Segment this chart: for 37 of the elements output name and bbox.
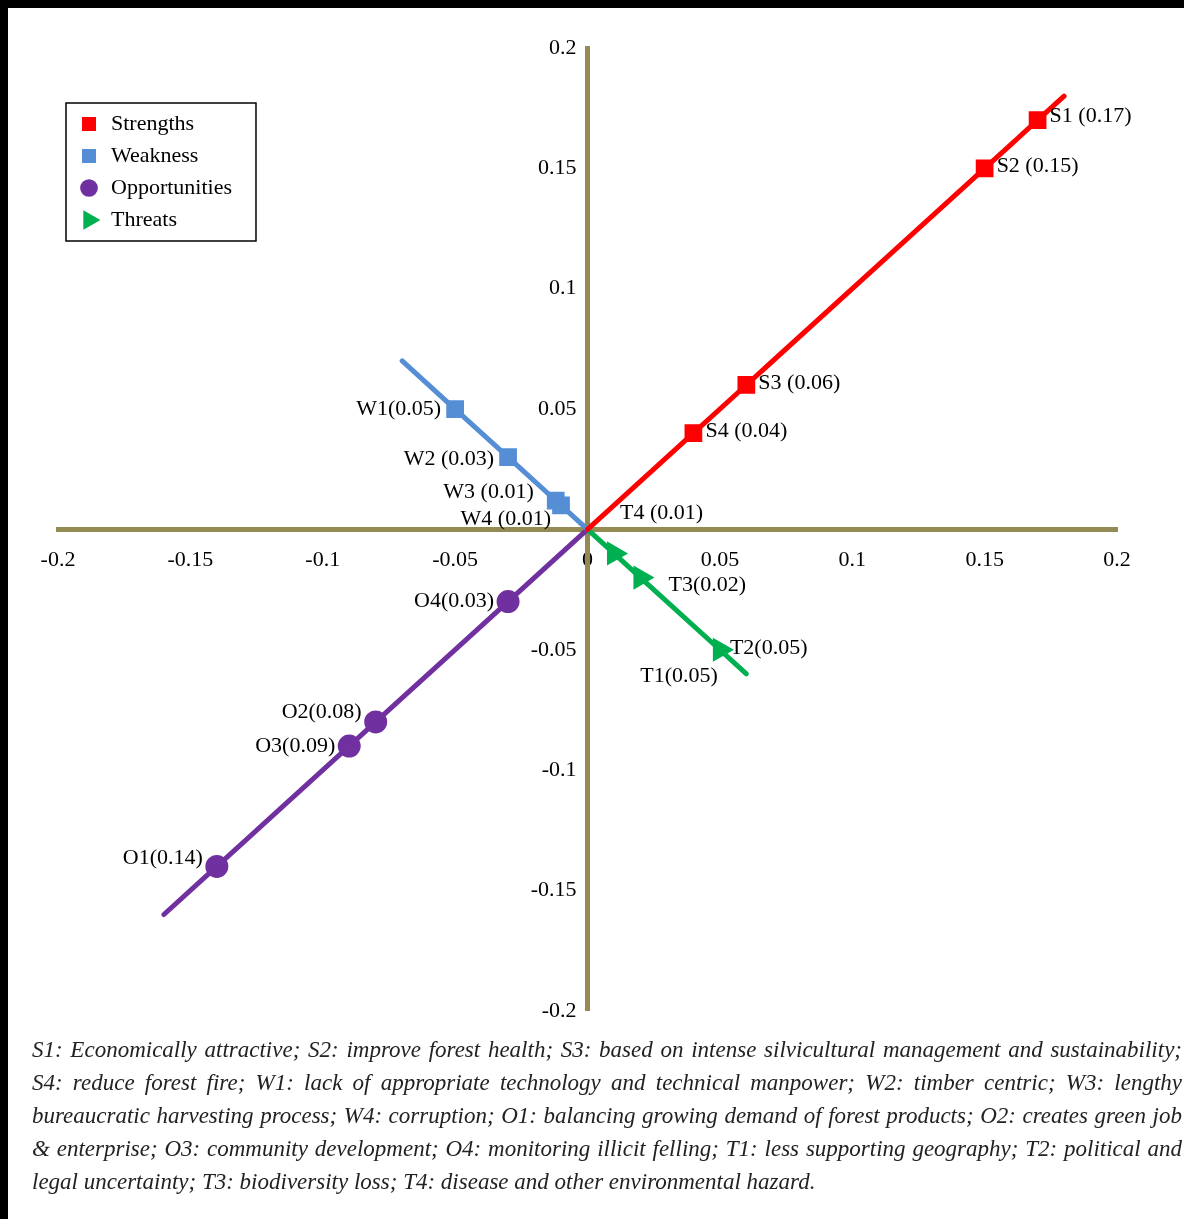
y-tick-label: -0.15 [530, 876, 588, 902]
x-tick-label: -0.05 [432, 546, 479, 572]
x-tick-label: 0.2 [1103, 546, 1131, 572]
y-tick-label: -0.2 [541, 996, 588, 1022]
annotation: O2(0.08) [281, 697, 362, 723]
y-tick-label: 0.05 [538, 394, 588, 420]
y-tick-label: -0.05 [530, 635, 588, 661]
annotation: S1 (0.17) [1049, 101, 1132, 127]
annotation: T3(0.02) [668, 571, 747, 597]
y-tick-label: 0.1 [549, 274, 588, 300]
x-tick-label: 0.1 [838, 546, 866, 572]
annotation: T4 (0.01) [619, 499, 704, 525]
legend-label: Opportunities [111, 173, 232, 199]
annotation: S2 (0.15) [996, 152, 1079, 178]
annotation: W3 (0.01) [443, 478, 534, 504]
annotation: O3(0.09) [255, 731, 336, 757]
x-tick-label: 0.15 [965, 546, 1004, 572]
legend-label: Threats [111, 205, 177, 231]
annotation: S4 (0.04) [705, 416, 788, 442]
legend-label: Weakness [111, 141, 199, 167]
annotation: W4 (0.01) [460, 505, 552, 531]
y-tick-label: 0.2 [549, 33, 588, 59]
y-tick-label: -0.1 [541, 755, 588, 781]
annotation: T1(0.05) [640, 661, 718, 687]
text: S1: Economically attractive; S2: improve forest health; S3: based on intense silvicultural management and sustainability; S4: reduce forest fire; W1: lack of appropriate technology and technical manpower; W2: timber centric; W3: lengthy bureaucratic harvesting process; W4: corruption; O1: balancing growing demand of forest products; O2: creates green job & enterprise; O3: community development; O4: monitoring illicit felling; T1: less supporting geography; T2: political and legal uncertainty; T3: biodiversity loss; T4: disease and other environmental hazard. [32, 1036, 1182, 1196]
annotation: S3 (0.06) [758, 368, 841, 394]
annotation: W2 (0.03) [403, 444, 495, 470]
annotation: O1(0.14) [122, 844, 203, 870]
x-tick-label: 0.05 [700, 546, 740, 572]
x-tick-label: -0.2 [40, 546, 76, 572]
annotation: T2(0.05) [729, 633, 808, 659]
annotation: W1(0.05) [356, 394, 442, 420]
x-tick-label: -0.1 [305, 546, 341, 572]
annotation: O4(0.03) [414, 587, 495, 613]
legend-label: Strengths [111, 109, 195, 135]
y-tick-label: 0.15 [538, 154, 588, 180]
x-tick-label: -0.15 [167, 546, 214, 572]
